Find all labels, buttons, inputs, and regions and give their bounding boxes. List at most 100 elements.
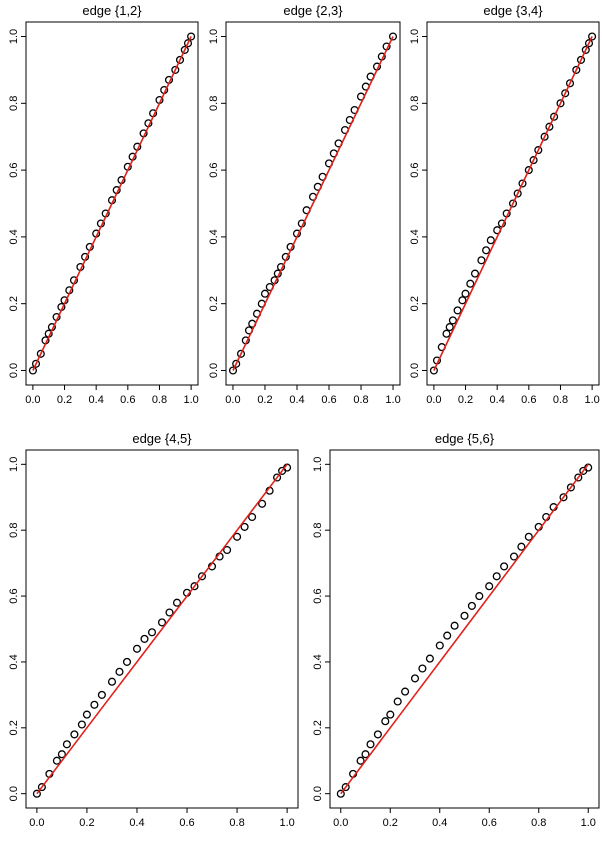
plot-title: edge {2,3} [283, 3, 343, 18]
x-tick-label: 0.6 [120, 394, 135, 406]
y-tick-label: 0.0 [8, 786, 20, 801]
reference-line [32, 36, 192, 371]
y-tick-label: 0.4 [409, 229, 421, 244]
plot-frame [329, 449, 600, 809]
data-point [500, 562, 509, 571]
data-point [545, 122, 554, 131]
data-point [393, 697, 402, 706]
data-point [550, 112, 559, 121]
data-point [32, 789, 41, 798]
x-tick-label: 0.8 [152, 394, 167, 406]
data-point [492, 572, 501, 581]
data-point [517, 542, 526, 551]
data-point [460, 611, 469, 620]
x-tick-label: 0.6 [521, 394, 536, 406]
data-point [418, 664, 427, 673]
x-tick-label: 0.8 [531, 817, 546, 829]
data-point [232, 359, 241, 368]
data-point [28, 366, 37, 375]
data-point [581, 45, 590, 54]
data-point [260, 289, 270, 298]
data-point [82, 710, 91, 719]
data-point [147, 628, 157, 637]
data-point [556, 99, 565, 108]
data-point [388, 32, 398, 41]
y-tick-label: 0.2 [8, 720, 20, 735]
data-point [529, 156, 538, 165]
y-tick-label: 0.8 [8, 96, 20, 111]
data-point [565, 79, 575, 88]
data-point [524, 532, 533, 541]
data-point [566, 483, 575, 492]
y-tick-label: 0.8 [8, 523, 20, 538]
data-point [90, 700, 99, 709]
x-tick-label: 0.2 [79, 817, 94, 829]
data-point [373, 730, 382, 739]
data-point [258, 499, 267, 508]
data-point [190, 582, 199, 591]
data-point [236, 349, 246, 358]
y-tick-label: 1.0 [8, 457, 20, 472]
data-point [228, 366, 238, 375]
data-point [381, 717, 390, 726]
reference-line [232, 36, 394, 371]
data-point [341, 783, 350, 792]
data-point [172, 598, 182, 607]
data-point [62, 740, 71, 749]
data-point [356, 756, 365, 765]
data-point [97, 690, 106, 699]
data-point [482, 246, 491, 255]
y-tick-label: 0.2 [208, 296, 220, 311]
data-point [197, 572, 207, 581]
data-point [70, 730, 79, 739]
data-point [366, 740, 375, 749]
data-point [37, 783, 46, 792]
x-tick-label: 0.4 [490, 394, 505, 406]
data-point [561, 89, 570, 98]
x-tick-label: 0.4 [89, 394, 104, 406]
data-point [572, 65, 581, 74]
x-tick-label: 0.0 [25, 394, 40, 406]
y-tick-label: 0.6 [208, 162, 220, 177]
y-tick-label: 0.8 [312, 523, 324, 538]
plot-title: edge {1,2} [82, 3, 142, 18]
plot-title: edge {4,5} [132, 431, 192, 446]
x-tick-label: 0.8 [353, 394, 368, 406]
data-point [450, 621, 459, 630]
plot-panel: edge {4,5} 0.0 0.2 0.4 0.6 0.8 1.0 0.0 0.2 0.4 0.6… [8, 431, 299, 829]
x-tick-label: 0.4 [432, 817, 447, 829]
x-tick-label: 0.6 [321, 394, 336, 406]
data-point [429, 366, 438, 375]
data-point [559, 493, 568, 502]
data-point [157, 618, 167, 627]
data-point [425, 654, 434, 663]
y-tick-label: 0.8 [409, 96, 421, 111]
x-tick-label: 0.6 [482, 817, 497, 829]
x-tick-label: 0.2 [458, 394, 473, 406]
data-point [576, 55, 586, 64]
plot-panel: edge {1,2} 0.0 0.2 0.4 0.6 0.8 1.0 0.0 0.2 0.4 0.6… [8, 3, 199, 406]
data-point [31, 359, 41, 368]
data-point [513, 189, 522, 198]
x-tick-label: 1.0 [183, 394, 198, 406]
data-point [223, 545, 232, 555]
plot-frame [25, 21, 199, 386]
plot-frame [225, 21, 401, 386]
data-point [386, 710, 395, 719]
data-point [461, 289, 470, 298]
data-point [442, 329, 451, 338]
x-tick-label: 1.0 [584, 394, 599, 406]
y-tick-label: 0.2 [312, 720, 324, 735]
x-tick-label: 1.0 [279, 817, 294, 829]
y-tick-label: 0.0 [312, 786, 324, 801]
scatter-points [429, 32, 597, 375]
data-point [183, 39, 193, 48]
data-point [540, 132, 549, 141]
data-point [77, 720, 86, 729]
x-tick-label: 0.4 [129, 817, 144, 829]
y-tick-label: 1.0 [409, 29, 421, 44]
plot-frame [25, 449, 299, 809]
x-tick-label: 0.0 [29, 817, 44, 829]
data-point [140, 634, 149, 643]
